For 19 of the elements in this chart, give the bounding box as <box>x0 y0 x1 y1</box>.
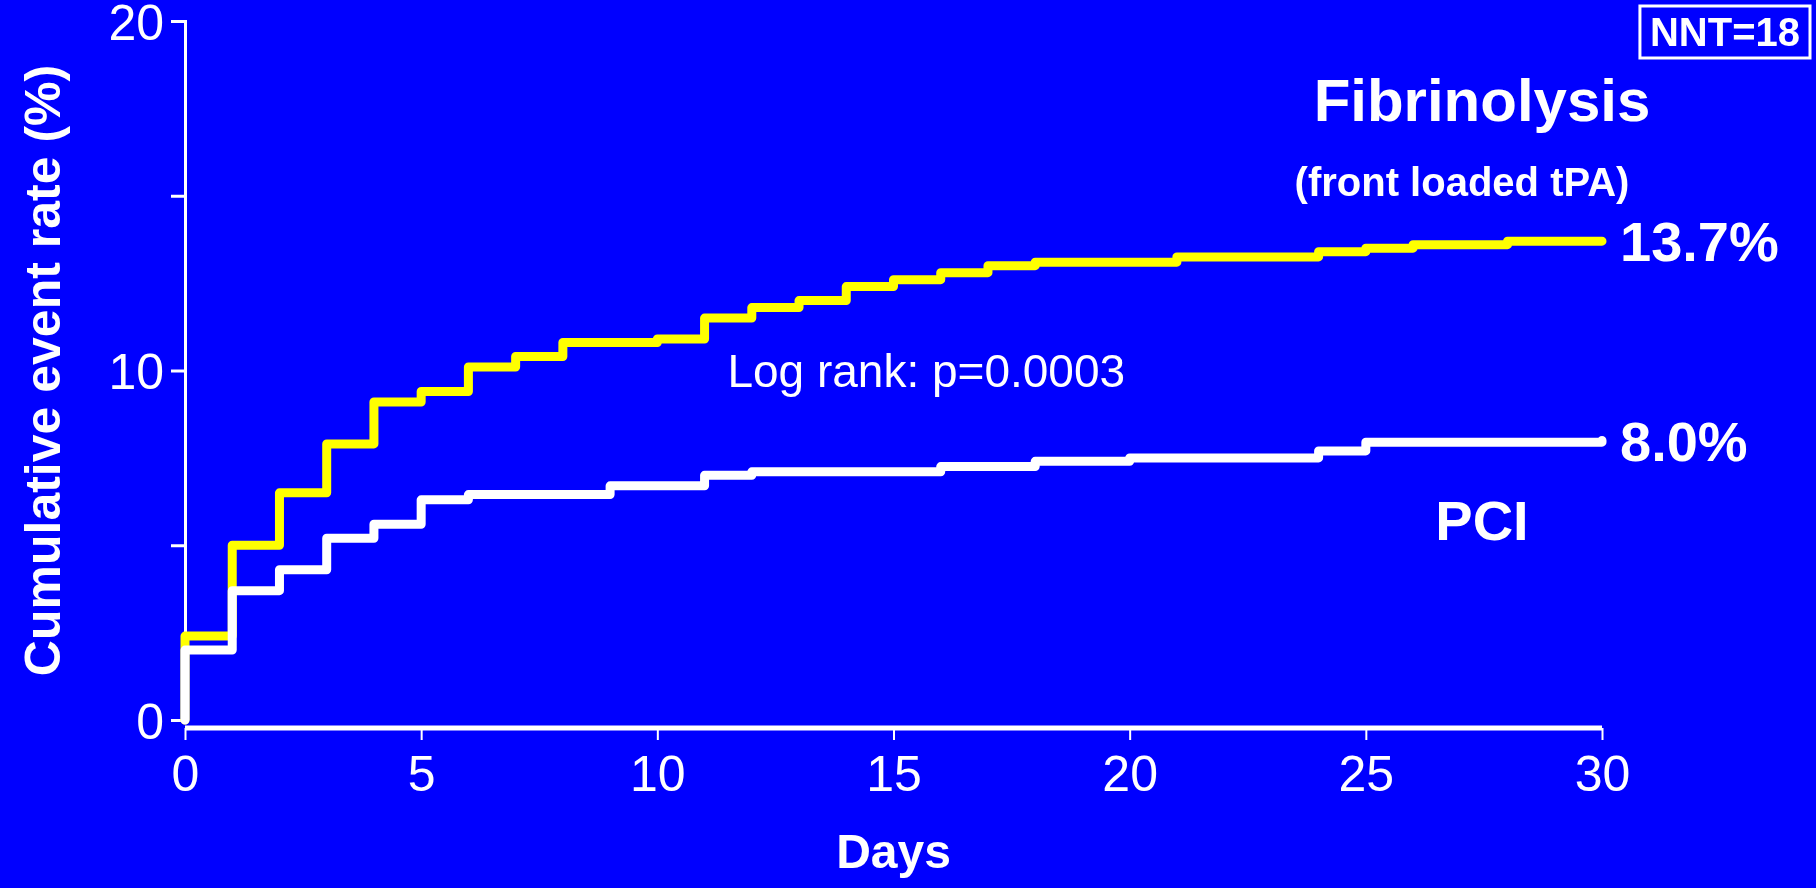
data-label: 13.7% <box>1620 210 1779 274</box>
x-tick-label: 5 <box>407 745 436 802</box>
y-tick-label: 20 <box>108 0 164 51</box>
y-tick-label: 10 <box>108 344 164 400</box>
x-axis-title: Days <box>836 825 951 878</box>
y-tick-label: 0 <box>136 693 164 750</box>
x-tick-label: 30 <box>1574 745 1631 802</box>
data-label: 8.0% <box>1620 409 1748 473</box>
series-label: Fibrinolysis <box>1313 67 1651 135</box>
annotation: (front loaded tPA) <box>1294 160 1630 205</box>
x-tick-label: 0 <box>171 745 200 802</box>
x-tick-label: 25 <box>1338 745 1395 802</box>
series-label: PCI <box>1435 489 1529 553</box>
x-tick-label: 15 <box>866 745 922 802</box>
x-tick-label: 10 <box>630 745 686 802</box>
y-axis-title: Cumulative event rate (%) <box>15 64 71 677</box>
text: NNT=18 <box>1649 10 1800 54</box>
annotation: Log rank: p=0.0003 <box>727 345 1126 398</box>
x-tick-label: 20 <box>1102 745 1158 802</box>
